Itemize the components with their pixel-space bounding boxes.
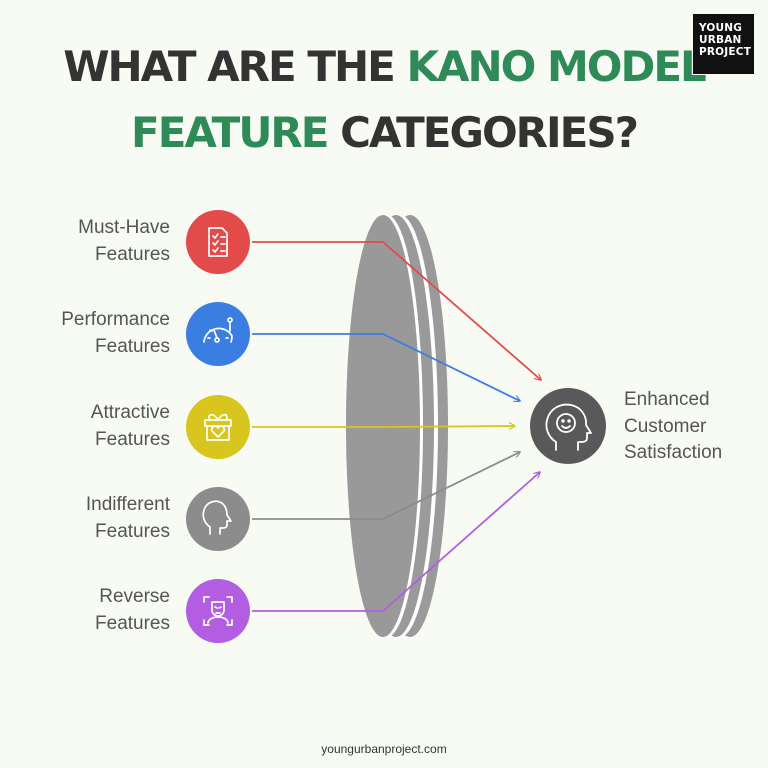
outcome-label: Enhanced Customer Satisfaction — [624, 389, 723, 463]
title-dark-text: CATEGORIES? — [327, 108, 639, 157]
title-line-1: WHAT ARE THE KANO MODEL — [0, 46, 768, 88]
category-label: Reverse Features — [95, 586, 170, 634]
smiling-head-icon — [545, 403, 592, 451]
connector-arrow — [252, 452, 520, 520]
title-green-text: FEATURE — [131, 108, 329, 157]
connector-arrow — [252, 426, 515, 427]
category-label: Performance Features — [61, 309, 170, 357]
face-scan-icon — [203, 596, 233, 626]
title-line-2: FEATURE CATEGORIES? — [0, 112, 768, 154]
young-urban-project-logo: YOUNG URBAN PROJECT — [693, 14, 754, 74]
connector-arrow — [252, 333, 520, 401]
connector-arrow — [252, 472, 540, 612]
outcome-node — [530, 388, 606, 464]
checklist-icon — [208, 227, 228, 257]
category-icon-circle — [186, 302, 250, 366]
category-label: Attractive Features — [90, 402, 170, 450]
category-icon-circle — [186, 395, 250, 459]
category-icon-circle — [186, 210, 250, 274]
category-icon-circle — [186, 487, 250, 551]
speedometer-icon — [203, 317, 233, 343]
head-profile-icon — [202, 500, 232, 535]
connector-arrow — [252, 241, 541, 380]
title-green-text: KANO MODEL — [406, 42, 706, 91]
category-icon-circle — [186, 579, 250, 643]
category-label: Indifferent Features — [85, 494, 170, 542]
title-dark-text: WHAT ARE THE — [63, 42, 407, 91]
footer-url: youngurbanproject.com — [321, 742, 447, 756]
category-label: Must-Have Features — [78, 217, 170, 265]
gift-heart-icon — [204, 413, 232, 441]
